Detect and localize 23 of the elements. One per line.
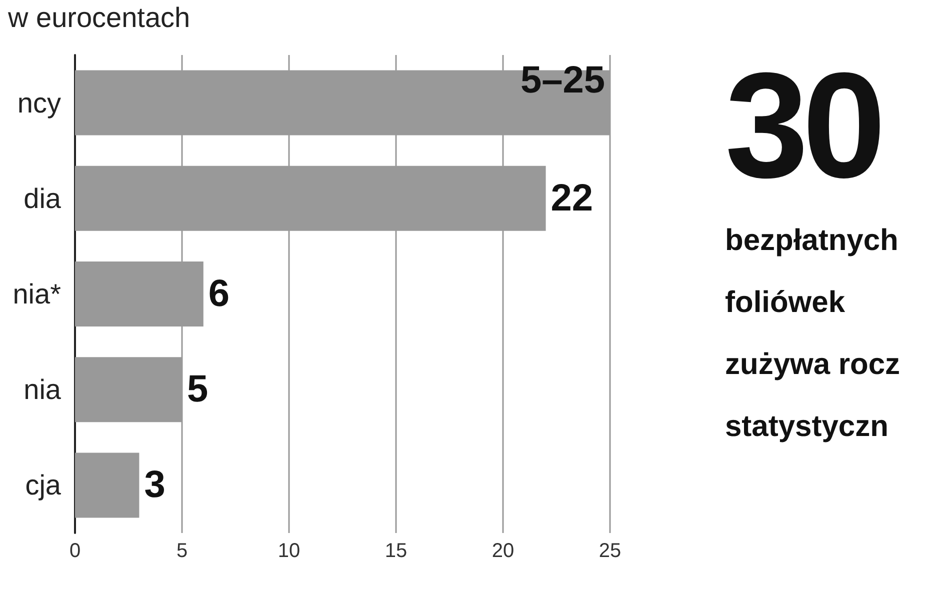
- text: statystyczn: [725, 409, 890, 445]
- data-label: 5: [187, 368, 208, 411]
- y-tick-label: ncy: [17, 87, 61, 118]
- y-tick-label: cja: [25, 470, 62, 501]
- chart-subtitle: w eurocentach: [8, 2, 190, 34]
- data-label: 6: [208, 273, 230, 315]
- data-label: 22: [550, 177, 594, 220]
- text: foliówek: [725, 285, 846, 321]
- text: zużywa rocz: [725, 347, 902, 383]
- x-tick-label: 0: [69, 540, 81, 562]
- bar: [75, 452, 140, 518]
- y-tick-label: nia: [24, 374, 62, 406]
- x-tick-label: 25: [598, 540, 622, 562]
- text: bezpłatnych: [725, 223, 900, 259]
- y-tick-label: dia: [24, 182, 62, 214]
- data-label: 5–25: [520, 59, 605, 102]
- text: 30: [725, 40, 881, 210]
- x-tick-label: 10: [278, 540, 300, 562]
- data-label: 3: [144, 464, 166, 506]
- x-tick-label: 15: [384, 540, 408, 562]
- x-tick-label: 5: [176, 540, 188, 562]
- x-tick-label: 20: [492, 540, 514, 562]
- y-tick-label: nia*: [12, 278, 62, 310]
